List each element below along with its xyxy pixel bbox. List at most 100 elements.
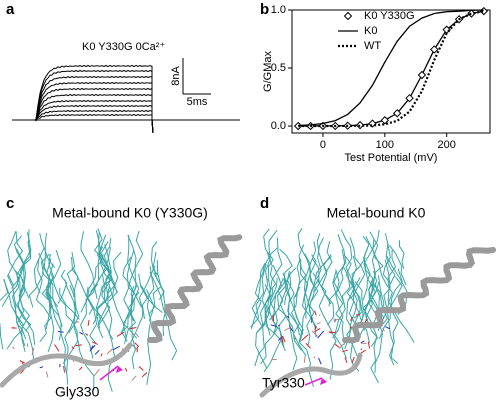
lipid-chain	[80, 231, 98, 300]
series-line	[298, 10, 484, 127]
headgroup	[100, 353, 103, 357]
marker	[392, 109, 402, 118]
lipid-chain	[276, 273, 291, 347]
headgroup	[318, 357, 322, 365]
headgroup	[125, 367, 128, 372]
x-tick-label: 100	[376, 139, 394, 151]
lipid-chain	[263, 278, 283, 373]
headgroup	[91, 341, 98, 345]
lipid-chain	[126, 250, 135, 294]
lipid-chain	[123, 230, 144, 322]
headgroup	[360, 340, 365, 344]
scale-label: 5ms	[187, 96, 208, 108]
marker	[405, 93, 414, 103]
panel-letter: a	[6, 1, 15, 18]
trace	[34, 113, 154, 134]
headgroup	[94, 368, 100, 377]
headgroup	[286, 315, 290, 319]
lipid-chain	[346, 283, 366, 331]
plot-frame	[291, 9, 491, 134]
lipid-chain	[316, 237, 325, 279]
lipid-chain	[43, 232, 59, 308]
headgroup	[282, 335, 286, 343]
legend-label: WT	[364, 40, 381, 52]
lipid-chain	[11, 229, 31, 289]
trace	[34, 109, 154, 134]
lipid-chain	[98, 232, 112, 293]
headgroup	[318, 314, 321, 316]
headgroup	[138, 366, 144, 371]
lipid-chain	[28, 253, 50, 308]
headgroup	[284, 326, 291, 331]
lipid-chain	[86, 283, 99, 344]
lipid-chain	[50, 273, 79, 364]
headgroup	[288, 325, 294, 332]
lipid-chain	[57, 269, 68, 304]
headgroup	[277, 324, 281, 327]
lipid-chain	[383, 259, 399, 364]
arrow	[99, 365, 119, 381]
marker	[293, 121, 303, 131]
lipid-chain	[303, 241, 317, 338]
lipid-chain	[138, 273, 163, 313]
headgroup	[71, 346, 75, 350]
lipid-chain	[374, 275, 385, 373]
lipid-chain	[265, 264, 286, 352]
lipid-chain	[6, 274, 35, 368]
lipid-chain	[0, 289, 4, 350]
headgroup	[11, 346, 15, 350]
lipid-chain	[49, 293, 69, 385]
headgroup	[334, 343, 340, 348]
headgroup	[350, 316, 353, 322]
lipid-chain	[347, 237, 366, 301]
x-tick-label: 0	[320, 139, 326, 151]
headgroup	[89, 345, 94, 352]
headgroup	[112, 345, 120, 351]
lipid-chain	[0, 278, 9, 302]
lipid-chain	[38, 252, 62, 341]
series-line	[298, 9, 484, 127]
lipid-chain	[344, 277, 361, 349]
x-axis-label: Test Potential (mV)	[345, 152, 438, 164]
panel-title: Metal-bound K0	[327, 205, 426, 221]
arrow	[304, 377, 323, 386]
arrow-head	[320, 378, 327, 385]
lipid-chain	[66, 252, 80, 334]
headgroup	[39, 366, 44, 369]
headgroup	[54, 344, 60, 352]
headgroup	[316, 321, 321, 325]
backbone	[259, 352, 363, 398]
lipid-chain	[146, 289, 155, 322]
lipid-chain	[363, 229, 380, 313]
lipid-chain	[389, 276, 403, 366]
headgroup	[311, 330, 319, 337]
trace	[34, 104, 154, 134]
lipid-chain	[46, 258, 63, 327]
marker	[430, 45, 439, 54]
lipid-chain	[1, 232, 32, 307]
lipid-chain	[47, 263, 55, 352]
lipid-chain	[312, 258, 332, 305]
lipid-chain	[45, 253, 55, 299]
lipid-chain	[13, 235, 27, 296]
lipid-chain	[96, 286, 110, 329]
trace-label: K0 Y330G 0Ca²⁺	[82, 41, 165, 53]
residue-label: Gly330	[55, 384, 100, 400]
headgroup	[342, 349, 348, 353]
trace	[34, 75, 154, 134]
lipid-chain	[122, 256, 142, 307]
headgroup	[367, 341, 371, 349]
headgroup	[31, 347, 35, 355]
headgroup	[382, 327, 385, 332]
lipid-chain	[334, 266, 351, 359]
scale-label: 8nA	[170, 66, 182, 86]
headgroup	[106, 348, 113, 355]
lipid-chain	[149, 271, 178, 361]
legend-label: K0 Y330G	[364, 10, 415, 22]
headgroup	[329, 331, 332, 334]
lipid-chain	[340, 229, 363, 319]
current-traces	[12, 64, 240, 134]
lipid-chain	[140, 285, 152, 385]
headgroup	[134, 332, 140, 338]
lipid-chain	[290, 258, 301, 336]
